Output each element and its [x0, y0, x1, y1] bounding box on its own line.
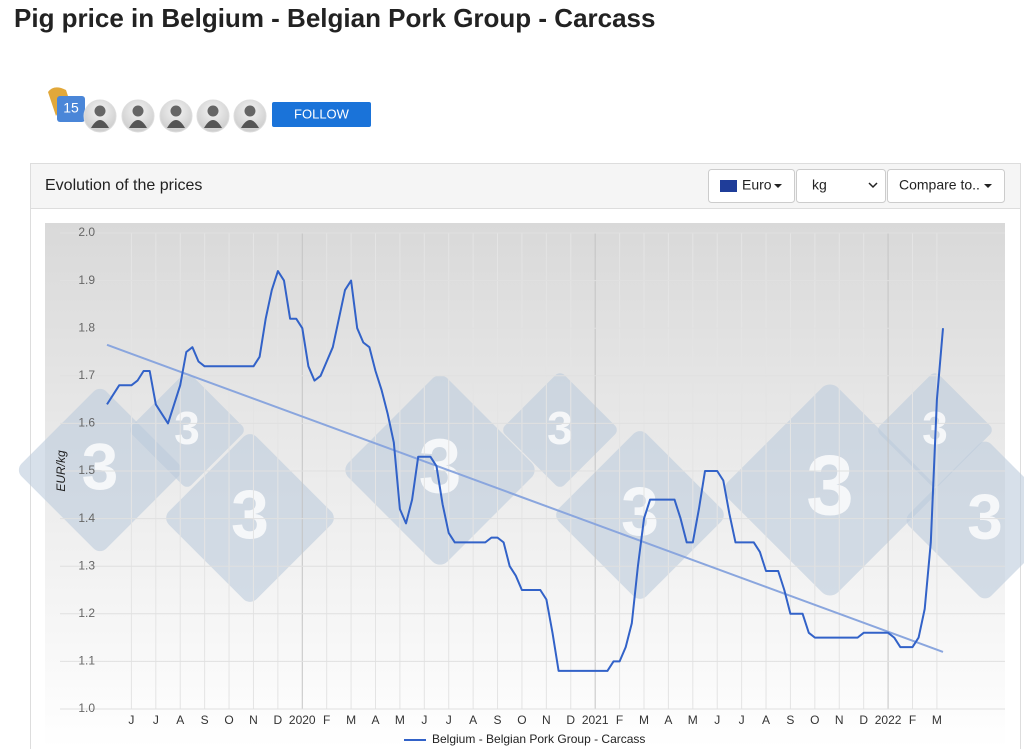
watermark-text: 3 — [231, 477, 269, 553]
compare-dropdown[interactable]: Compare to.. — [887, 169, 1005, 203]
x-tick-label: 2021 — [582, 713, 609, 727]
x-tick-label: D — [566, 713, 575, 727]
dropdown-bg[interactable] — [708, 169, 795, 203]
y-axis-label: EUR/kg — [54, 450, 68, 492]
watermark-text: 3 — [967, 481, 1002, 553]
button-label[interactable]: FOLLOW — [294, 106, 350, 121]
watermark-diamond — [503, 373, 617, 487]
x-tick-label: F — [616, 713, 623, 727]
y-tick-label: 1.4 — [78, 511, 95, 525]
avatar[interactable] — [233, 99, 267, 133]
badge-box — [57, 96, 85, 122]
y-tick-label: 1.3 — [78, 558, 95, 572]
follow-button[interactable]: FOLLOW — [272, 102, 371, 127]
unit-label[interactable]: kg — [812, 177, 827, 193]
x-tick-label: M — [639, 713, 649, 727]
watermark-diamond — [906, 441, 1024, 599]
x-tick-label: M — [932, 713, 942, 727]
panel-title: Evolution of the prices — [45, 177, 202, 194]
y-tick-label: 1.8 — [78, 320, 95, 334]
watermark-diamond — [166, 434, 334, 602]
x-tick-label: J — [128, 713, 134, 727]
avatar[interactable] — [196, 99, 230, 133]
x-tick-label: J — [421, 713, 427, 727]
legend-label: Belgium - Belgian Pork Group - Carcass — [432, 732, 645, 746]
eu-flag — [720, 180, 737, 192]
button-bg[interactable] — [272, 102, 371, 127]
watermark-text: 3 — [621, 474, 659, 550]
x-tick-label: O — [810, 713, 819, 727]
x-tick-label: D — [274, 713, 283, 727]
avatars — [83, 99, 267, 133]
x-tick-label: J — [714, 713, 720, 727]
chart: J J A S O N D 2020 F M A M J J A S O N D 2021 F M A M J J A S O N D 202… — [54, 225, 1005, 746]
x-tick-label: M — [346, 713, 356, 727]
avatar[interactable] — [159, 99, 193, 133]
watermark-text: 3 — [547, 402, 573, 454]
x-tick-label: 2022 — [875, 713, 902, 727]
caret — [984, 184, 992, 188]
y-tick-label: 1.0 — [78, 701, 95, 715]
x-tick-label: D — [859, 713, 868, 727]
compare-label[interactable]: Compare to.. — [899, 177, 980, 193]
dropdown-bg[interactable] — [887, 169, 1005, 203]
y-tick-label: 1.6 — [78, 416, 95, 430]
currency-label[interactable]: Euro — [742, 177, 772, 193]
watermark-diamond — [130, 373, 244, 487]
y-tick-label: 1.5 — [78, 463, 95, 477]
watermark-text: 3 — [806, 438, 854, 534]
x-tick-label: S — [201, 713, 209, 727]
unit-select[interactable]: kg — [796, 169, 886, 203]
series-line — [106, 270, 944, 672]
follower-count: 15 — [63, 100, 79, 116]
watermark-diamond — [345, 375, 535, 565]
x-tick-label: A — [469, 713, 477, 727]
badge: 15 — [48, 87, 85, 122]
y-tick-label: 1.1 — [78, 654, 95, 668]
x-tick-label: A — [371, 713, 379, 727]
y-tick-label: 2.0 — [78, 225, 95, 239]
x-tick-label: 2020 — [289, 713, 316, 727]
y-tick-label: 1.2 — [78, 606, 95, 620]
x-tick-label: M — [395, 713, 405, 727]
currency-dropdown[interactable]: Euro — [708, 169, 795, 203]
x-tick-label: F — [323, 713, 330, 727]
x-tick-label: J — [446, 713, 452, 727]
caret — [774, 184, 782, 188]
select-bg[interactable] — [796, 169, 886, 203]
chevron — [868, 182, 878, 189]
x-tick-label: J — [153, 713, 159, 727]
x-tick-label: A — [664, 713, 672, 727]
trend-line — [106, 343, 944, 653]
y-tick-label: 1.9 — [78, 273, 95, 287]
watermark-text: 3 — [82, 429, 119, 503]
avatar[interactable] — [83, 99, 117, 133]
x-tick-label: O — [224, 713, 233, 727]
x-tick-label: N — [249, 713, 258, 727]
x-tick-label: M — [688, 713, 698, 727]
x-tick-label: J — [739, 713, 745, 727]
x-tick-label: N — [542, 713, 551, 727]
x-tick-label: A — [762, 713, 770, 727]
x-tick-label: F — [909, 713, 916, 727]
x-tick-label: S — [786, 713, 794, 727]
x-tick-label: S — [494, 713, 502, 727]
x-tick-label: N — [835, 713, 844, 727]
page-title: Pig price in Belgium - Belgian Pork Grou… — [14, 3, 655, 33]
watermark-layer: 333333333 — [18, 373, 1024, 602]
x-tick-label: O — [517, 713, 526, 727]
y-tick-label: 1.7 — [78, 368, 95, 382]
watermark-text: 3 — [174, 402, 200, 454]
watermark-diamond — [724, 384, 936, 596]
avatar[interactable] — [121, 99, 155, 133]
x-tick-label: A — [176, 713, 184, 727]
